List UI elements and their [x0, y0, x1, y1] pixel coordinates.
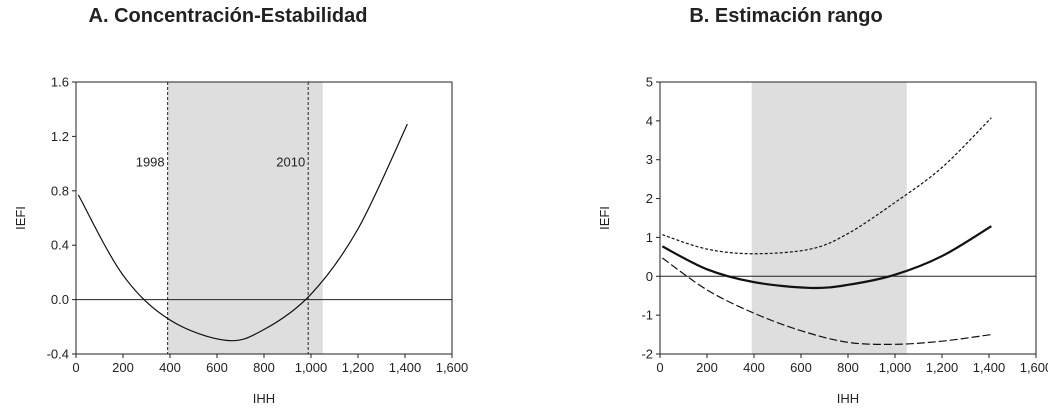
shaded-region	[167, 82, 323, 354]
y-axis-label: IEFI	[13, 206, 28, 230]
y-tick-label: 0.8	[51, 183, 69, 198]
y-tick-label: 4	[646, 113, 653, 128]
series-line-long-dash	[662, 257, 992, 345]
chart-title: B. Estimación rango	[689, 5, 883, 27]
y-tick-label: 0.4	[51, 238, 69, 253]
y-tick-label: -2	[641, 347, 653, 362]
y-tick-label: -1	[641, 308, 653, 323]
x-tick-label: 1,600	[1020, 360, 1048, 375]
y-tick-label: 5	[646, 75, 653, 90]
x-tick-label: 400	[159, 360, 181, 375]
y-tick-label: -0.4	[47, 347, 69, 362]
x-tick-label: 400	[743, 360, 765, 375]
chart-panel-a: A. Concentración-Estabilidad 1998 2010 0 20…	[13, 5, 469, 407]
x-tick-label: 1,000	[879, 360, 912, 375]
x-tick-label: 0	[72, 360, 79, 375]
chart-title: A. Concentración-Estabilidad	[88, 5, 368, 27]
series-line-thick-solid	[661, 225, 992, 290]
x-tick-label: 1,600	[436, 360, 469, 375]
x-axis-label: IHH	[253, 391, 275, 406]
x-tick-label: 1,000	[295, 360, 328, 375]
x-tick-label: 600	[790, 360, 812, 375]
x-tick-label: 200	[696, 360, 718, 375]
x-tick-label: 1,200	[926, 360, 959, 375]
x-axis-label: IHH	[837, 391, 859, 406]
x-tick-label: 600	[206, 360, 228, 375]
y-tick-label: 1	[646, 230, 653, 245]
vertical-marker-label: 2010	[276, 154, 305, 169]
x-tick-label: 0	[656, 360, 663, 375]
y-tick-label: 0	[646, 269, 653, 284]
x-tick-label: 1,200	[342, 360, 375, 375]
series-line-short-dash	[662, 117, 992, 255]
x-tick-label: 200	[112, 360, 134, 375]
shaded-region	[751, 82, 907, 354]
y-tick-label: 1.2	[51, 129, 69, 144]
chart-a-svg: 1998 2010 0 200 400 600 800 1,000 1,200 1,400 1,60…	[13, 75, 469, 407]
y-tick-label: 3	[646, 152, 653, 167]
x-tick-label: 800	[253, 360, 275, 375]
y-axis-label: IEFI	[597, 206, 612, 230]
x-tick-label: 1,400	[973, 360, 1006, 375]
y-tick-label: 2	[646, 191, 653, 206]
series-line-solid	[77, 123, 408, 342]
y-tick-label: 0.0	[51, 292, 69, 307]
x-tick-label: 1,400	[389, 360, 422, 375]
chart-panel-b: B. Estimación rango 0 200 400 600 800 1,000 1,…	[524, 0, 1048, 412]
vertical-marker-label: 1998	[136, 154, 165, 169]
y-tick-label: 1.6	[51, 75, 69, 90]
x-tick-label: 800	[837, 360, 859, 375]
chart-b-svg: 0 200 400 600 800 1,000 1,200 1,400 1,600 -2 -1 0 1 2…	[597, 75, 1048, 407]
